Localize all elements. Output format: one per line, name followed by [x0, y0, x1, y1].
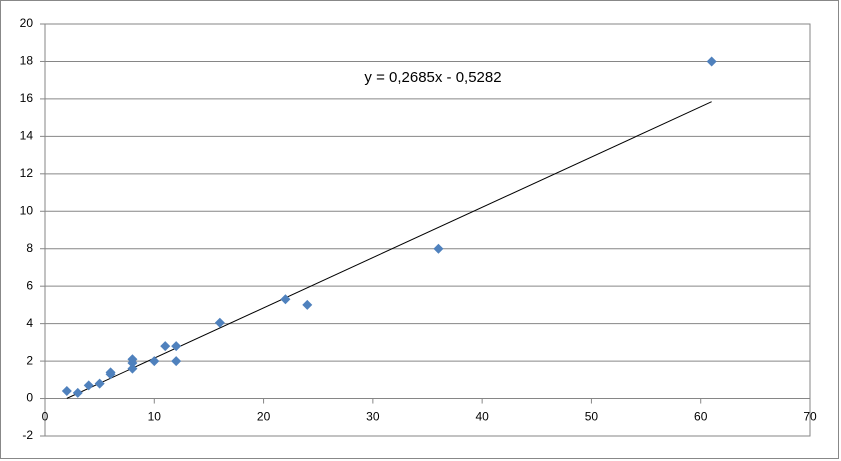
y-tick-label: 2: [26, 353, 33, 367]
y-tick-label: 16: [20, 91, 34, 105]
point: [105, 367, 116, 378]
point: [61, 386, 72, 397]
point: [83, 380, 94, 391]
x-tick-label: 60: [694, 410, 708, 424]
point: [171, 341, 182, 352]
point: [127, 354, 138, 365]
x-tick-label: 50: [585, 410, 599, 424]
y-tick-label: -2: [22, 428, 33, 442]
y-tick-label: 12: [20, 166, 34, 180]
point: [433, 243, 444, 254]
point: [160, 341, 171, 352]
y-tick-label: 18: [20, 54, 34, 68]
x-tick-label: 70: [803, 410, 817, 424]
point: [302, 299, 313, 310]
y-tick-label: 14: [20, 129, 34, 143]
point: [171, 356, 182, 367]
x-tick-label: 40: [475, 410, 489, 424]
x-tick-label: 10: [148, 410, 162, 424]
y-tick-label: 0: [26, 391, 33, 405]
point: [214, 317, 225, 328]
point: [127, 363, 138, 374]
y-tick-label: 6: [26, 278, 33, 292]
y-tick-label: 8: [26, 241, 33, 255]
point: [149, 356, 160, 367]
point: [94, 378, 105, 389]
x-tick-label: 30: [366, 410, 380, 424]
trendline-label: y = 0,2685x - 0,5282: [364, 69, 501, 86]
y-tick-label: 20: [20, 16, 34, 30]
point: [72, 387, 83, 398]
y-tick-label: 4: [26, 316, 33, 330]
x-tick-label: 0: [42, 410, 49, 424]
point: [706, 56, 717, 67]
x-tick-label: 20: [257, 410, 271, 424]
point: [280, 294, 291, 305]
y-tick-label: 10: [20, 203, 34, 217]
